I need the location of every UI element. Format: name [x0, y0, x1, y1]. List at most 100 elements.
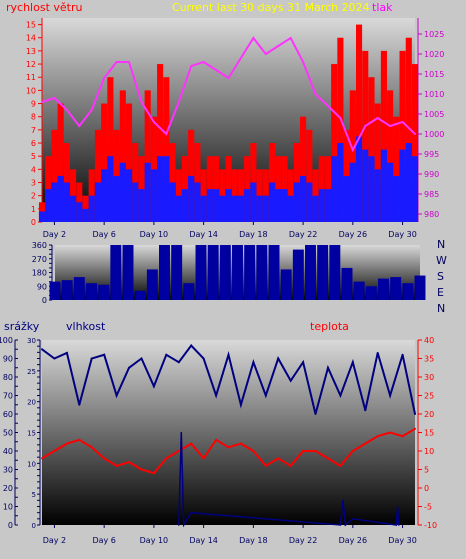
wind-gust-bar	[94, 129, 102, 222]
chart-title: Current last 30 days 31 March 2024	[172, 1, 370, 14]
wind-avg-bar	[51, 182, 58, 222]
direction-bar	[49, 281, 61, 300]
direction-bar	[390, 277, 402, 300]
wind-avg-bar	[101, 169, 108, 222]
direction-bar	[73, 277, 85, 300]
rain-point	[339, 524, 342, 526]
wind-avg-bar	[368, 156, 375, 222]
temperature-point	[326, 457, 329, 460]
y-tick-label-left: 10	[3, 503, 13, 512]
rain-point	[177, 524, 180, 526]
wind-gust-bar	[374, 103, 381, 222]
x-tick-label: Day 2	[43, 536, 66, 545]
y-tick-label-left: 30	[3, 466, 13, 475]
humidity-point	[314, 413, 317, 415]
pressure-point	[227, 77, 230, 79]
y-tick-label-mid: 30	[27, 337, 36, 345]
y-tick-label-right: 35	[424, 355, 434, 364]
direction-bar	[195, 245, 207, 300]
pressure-point	[401, 121, 404, 123]
direction-bar	[207, 245, 219, 300]
direction-bar	[353, 281, 365, 300]
humidity-point	[339, 394, 342, 397]
humidity-point	[115, 394, 118, 397]
pressure-point	[65, 109, 68, 111]
direction-bar	[110, 245, 122, 300]
temperature-point	[215, 438, 218, 441]
direction-bar	[183, 283, 195, 300]
wind-avg-bar	[293, 182, 300, 222]
y-tick-label-left: 7	[31, 126, 36, 135]
pressure-point	[215, 69, 218, 71]
y-tick-label-mid: 5	[32, 491, 36, 499]
y-tick-label-right: 40	[424, 336, 434, 345]
humidity-point	[165, 353, 168, 356]
wind-avg-bar	[132, 182, 139, 222]
wind-avg-bar	[306, 182, 313, 222]
humidity-point	[215, 394, 218, 397]
direction-bar	[146, 269, 158, 300]
wind-gust-bar	[337, 37, 344, 222]
dir-label-n2: N	[437, 302, 445, 315]
x-tick-label: Day 10	[140, 230, 169, 239]
humidity-temperature-chart: 0 10 20 30 40 50 60 70 80 90 100 0 5 10 15 20 25 30 -10 -5 0…	[0, 336, 437, 545]
y-tick-label-right: 30	[424, 373, 434, 382]
wind-avg-bar	[231, 195, 238, 222]
humidity-point	[78, 403, 81, 406]
y-tick-label-right: 1010	[424, 90, 444, 99]
wind-avg-bar	[237, 195, 244, 222]
y-tick-label-left: 8	[31, 113, 36, 122]
temperature-point	[252, 450, 255, 452]
y-tick-label-left: 40	[3, 447, 13, 456]
pressure-point	[314, 93, 317, 95]
y-tick-label-right: 0	[424, 484, 429, 493]
y-tick-label-right: 5	[424, 466, 429, 475]
wind-avg-bar	[181, 189, 189, 222]
wind-gust-bar	[51, 129, 58, 222]
temperature-point	[152, 472, 155, 475]
y-tick-label-right: 1000	[424, 130, 444, 139]
wind-gust-bar	[331, 64, 338, 222]
y-tick-label-mid: 10	[27, 460, 36, 468]
temperature-point	[190, 442, 193, 445]
y-tick-label-left: 60	[3, 410, 13, 419]
x-tick-label: Day 22	[289, 230, 318, 239]
wind-avg-bar	[300, 175, 307, 222]
wind-avg-bar	[312, 195, 319, 222]
wind-avg-bar	[380, 149, 387, 222]
wind-avg-bar	[38, 211, 46, 222]
y-tick-label-mid: 20	[27, 399, 36, 407]
temperature-label: teplota	[310, 320, 349, 333]
wind-gust-bar	[107, 77, 114, 223]
direction-bar	[268, 245, 280, 300]
pressure-point	[364, 125, 367, 127]
temperature-point	[414, 427, 416, 430]
direction-bar	[280, 269, 292, 300]
y-tick-label-left: 15	[26, 21, 36, 30]
header-right-label: tlak	[372, 1, 393, 14]
wind-avg-bar	[70, 195, 77, 222]
x-tick-label: Day 30	[388, 230, 417, 239]
pressure-point	[302, 61, 305, 63]
y-tick-label-mid: 0	[32, 522, 36, 530]
humidity-point	[53, 357, 56, 360]
wind-avg-bar	[355, 136, 363, 222]
rain-point	[182, 524, 185, 526]
humidity-point	[376, 351, 379, 354]
y-tick-label-right: 1020	[424, 50, 444, 59]
direction-bar	[134, 290, 146, 300]
pressure-point	[128, 61, 131, 63]
wind-avg-bar	[349, 162, 356, 222]
humidity-point	[264, 394, 267, 397]
y-tick-label-left: 12	[26, 60, 36, 69]
wind-avg-bar	[107, 156, 114, 222]
wind-gust-bar	[368, 77, 375, 223]
y-tick-label-left: 13	[26, 47, 36, 56]
y-tick-label-right: 10	[424, 447, 434, 456]
rain-point	[190, 511, 192, 514]
y-tick-label-right: 980	[424, 210, 439, 219]
direction-bar	[317, 245, 329, 300]
direction-bar	[159, 245, 170, 300]
temperature-point	[103, 457, 106, 460]
pressure-point	[103, 77, 106, 79]
